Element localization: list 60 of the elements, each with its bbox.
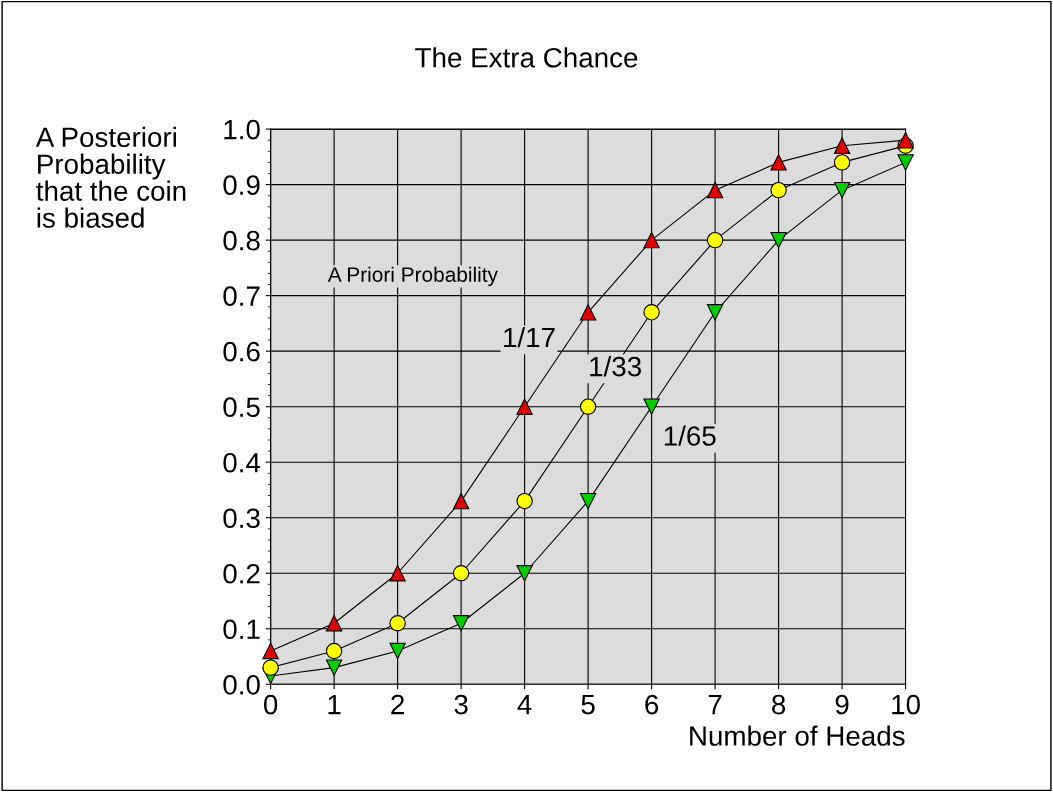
y-tick-label: 0.3: [223, 508, 260, 529]
y-tick-label: 0.5: [223, 397, 260, 418]
point: [325, 642, 343, 660]
point: [262, 642, 279, 660]
annotation: A Priori Probability: [327, 266, 498, 287]
point: [262, 659, 279, 676]
point: [452, 615, 470, 632]
chart-title: The Extra Chance: [415, 47, 638, 68]
point: [897, 132, 914, 149]
x-tick-label: 8: [772, 694, 786, 715]
y-tick-label: 0.2: [223, 563, 260, 584]
y-tick-label: 0.6: [223, 341, 260, 362]
y-tick-label: 1.0: [224, 119, 260, 140]
point: [579, 304, 597, 321]
x-tick-label: 7: [708, 695, 722, 715]
point: [833, 181, 851, 199]
y-tick-label: 0.4: [223, 452, 261, 473]
x-tick-label: 1: [328, 695, 341, 715]
x-tick-label: 4: [517, 695, 532, 715]
point: [833, 154, 851, 171]
x-tick-label: 0: [263, 694, 278, 715]
y-tick-label: 0.1: [223, 619, 260, 640]
point: [897, 154, 914, 171]
point: [516, 565, 533, 582]
x-tick-label: 5: [581, 695, 595, 715]
point: [706, 181, 724, 199]
x-tick-label: 2: [391, 694, 404, 715]
point: [643, 398, 660, 415]
series-label: 1/65: [664, 425, 716, 446]
point: [325, 615, 343, 632]
point: [389, 642, 406, 660]
point: [579, 398, 597, 415]
point: [706, 231, 724, 249]
x-tick-label: 9: [835, 694, 849, 715]
point: [643, 304, 660, 321]
point: [770, 181, 787, 199]
point: [452, 492, 470, 510]
point: [389, 565, 406, 582]
y-tick-label: 0.8: [223, 230, 260, 251]
series-label: 1/33: [590, 356, 641, 377]
y-tick-label: 0.0: [223, 674, 260, 695]
y-tick-label: 0.7: [223, 286, 260, 306]
x-axis-title: Number of Heads: [690, 725, 905, 746]
x-tick-label: 3: [454, 694, 468, 715]
point: [770, 154, 787, 171]
x-tick-label: 6: [645, 694, 659, 715]
point: [770, 231, 787, 249]
point: [516, 492, 533, 510]
y-tick-label: 0.9: [223, 175, 260, 195]
point: [579, 492, 597, 510]
y-axis-title: A Posteriori Probability that the coin is biased: [35, 126, 186, 228]
point: [516, 398, 533, 415]
point: [452, 565, 470, 582]
point: [325, 659, 343, 676]
point: [833, 137, 851, 154]
point: [643, 231, 660, 249]
point: [389, 615, 406, 632]
x-tick-label: 10: [892, 694, 920, 715]
point: [706, 304, 724, 321]
series-label: 1/17: [504, 326, 555, 348]
